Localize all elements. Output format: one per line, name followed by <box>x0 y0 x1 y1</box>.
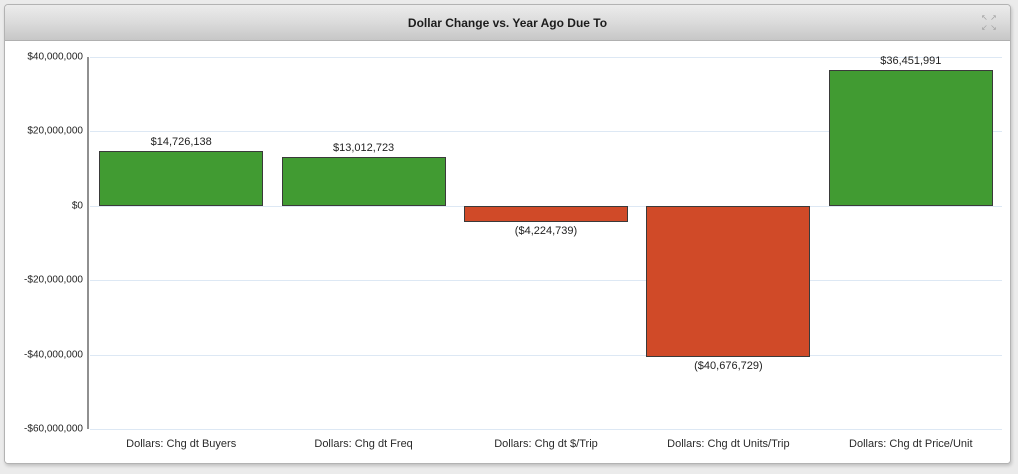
bar-value-label: $14,726,138 <box>150 136 212 149</box>
expand-arrow-glyph: ↙ <box>981 23 988 32</box>
gridline <box>90 429 1002 430</box>
y-axis-tick-label: $20,000,000 <box>27 125 83 137</box>
y-axis-line <box>87 57 89 429</box>
expand-arrow-glyph: ↖ <box>981 13 988 22</box>
gridline <box>90 57 1002 58</box>
plot-area: $14,726,138 $13,012,723 ($4,224,739) ($40,6… <box>90 55 1002 430</box>
gridline <box>90 354 1002 356</box>
bar-value-label: $13,012,723 <box>333 142 395 155</box>
y-axis-tick-label: $40,000,000 <box>27 51 83 63</box>
x-axis-category-label: Dollars: Chg dt Units/Trip <box>667 438 790 450</box>
bar-chart: $14,726,138 $13,012,723 ($4,224,739) ($40,6… <box>5 41 1010 463</box>
x-axis-category-label: Dollars: Chg dt Price/Unit <box>849 438 973 450</box>
x-axis-category-label: Dollars: Chg dt Buyers <box>126 438 237 450</box>
bar-value-label: $36,451,991 <box>880 55 942 68</box>
chart-bar[interactable] <box>281 157 446 206</box>
bar-value-label: ($40,676,729) <box>694 360 763 373</box>
chart-panel: Dollar Change vs. Year Ago Due To ↖ ↗ ↙ ↘ $… <box>4 4 1011 464</box>
expand-arrow-glyph: ↗ <box>990 13 997 22</box>
y-axis-tick-label: -$40,000,000 <box>24 349 83 361</box>
y-axis-tick-label: -$60,000,000 <box>24 423 83 435</box>
chart-bar[interactable] <box>99 151 264 206</box>
chart-bar[interactable] <box>463 205 629 222</box>
gridline <box>90 131 1002 133</box>
y-axis-tick-label: -$20,000,000 <box>24 274 83 286</box>
panel-header: Dollar Change vs. Year Ago Due To ↖ ↗ ↙ ↘ <box>5 5 1010 41</box>
chart-bar[interactable] <box>646 205 811 358</box>
chart-bar[interactable] <box>828 70 993 206</box>
x-axis-category-label: Dollars: Chg dt Freq <box>314 438 413 450</box>
x-axis-category-label: Dollars: Chg dt $/Trip <box>494 438 598 450</box>
bar-value-label: ($4,224,739) <box>514 224 578 237</box>
expand-icon[interactable]: ↖ ↗ ↙ ↘ <box>980 13 998 33</box>
expand-arrow-glyph: ↘ <box>990 23 997 32</box>
gridline <box>90 280 1002 282</box>
panel-title: Dollar Change vs. Year Ago Due To <box>407 16 608 30</box>
y-axis-tick-label: $0 <box>71 200 83 212</box>
